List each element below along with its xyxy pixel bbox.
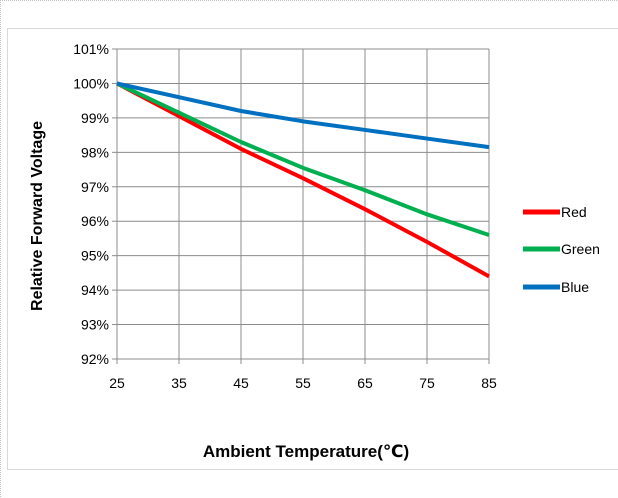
legend-label-blue: Blue <box>561 279 589 295</box>
x-tick-label: 85 <box>481 375 497 391</box>
y-tick-label: 93% <box>81 317 109 333</box>
series-lines <box>116 81 490 279</box>
y-tick-label: 95% <box>81 248 109 264</box>
y-tick-label: 101% <box>73 41 109 57</box>
tick-labels: 92% 93% 94% 95% 96% 97% 98% 99% 100% 101% 25 35 45 55… <box>73 41 497 391</box>
y-tick-label: 99% <box>81 110 109 126</box>
series-line-green <box>116 81 490 237</box>
y-tick-label: 92% <box>81 351 109 367</box>
x-tick-label: 45 <box>233 375 249 391</box>
legend: Red Green Blue <box>523 204 600 295</box>
x-tick-label: 55 <box>295 375 311 391</box>
grid <box>112 48 490 364</box>
x-tick-label: 65 <box>357 375 373 391</box>
legend-label-red: Red <box>561 204 587 220</box>
y-axis-title: Relative Forward Voltage <box>29 121 46 311</box>
y-tick-label: 94% <box>81 282 109 298</box>
y-tick-label: 100% <box>73 75 109 91</box>
y-tick-label: 96% <box>81 213 109 229</box>
x-tick-label: 75 <box>419 375 435 391</box>
x-tick-label: 25 <box>109 375 125 391</box>
chart-area <box>7 28 618 470</box>
series-line-blue <box>116 81 490 150</box>
x-axis-title: Ambient Temperature(℃) <box>203 442 409 461</box>
x-tick-label: 35 <box>171 375 187 391</box>
legend-label-green: Green <box>561 241 600 257</box>
y-tick-label: 97% <box>81 179 109 195</box>
series-line-red <box>116 81 490 279</box>
y-tick-label: 98% <box>81 144 109 160</box>
